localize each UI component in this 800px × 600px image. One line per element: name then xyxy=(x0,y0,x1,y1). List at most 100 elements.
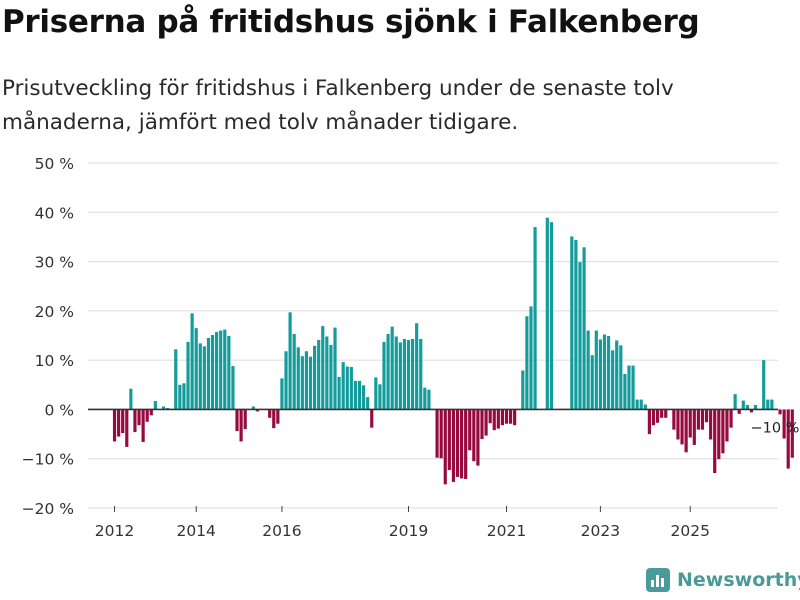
bar xyxy=(117,409,121,437)
x-tick-label: 2016 xyxy=(262,522,301,540)
bar xyxy=(672,409,676,430)
bar xyxy=(611,350,615,410)
bar xyxy=(545,217,549,410)
y-tick-label: 40 % xyxy=(35,204,74,222)
bar xyxy=(574,239,578,410)
bar xyxy=(725,409,729,442)
x-tick-label: 2012 xyxy=(95,522,134,540)
bar xyxy=(419,338,423,410)
bar xyxy=(582,247,586,410)
bar xyxy=(696,409,700,430)
bar xyxy=(390,326,394,410)
bar xyxy=(194,328,198,410)
bar xyxy=(717,409,721,460)
bar xyxy=(361,385,366,410)
bar xyxy=(484,409,488,436)
bar xyxy=(300,356,304,410)
bar xyxy=(239,409,243,442)
y-tick-label: 30 % xyxy=(35,254,74,272)
y-tick-label: 10 % xyxy=(35,352,74,370)
bar xyxy=(443,409,447,485)
chart-subtitle: Prisutveckling för fritidshus i Falkenbe… xyxy=(2,76,674,135)
y-tick-label: −20 % xyxy=(22,500,74,518)
bar xyxy=(227,335,231,410)
bar xyxy=(317,339,321,410)
bar xyxy=(451,409,456,482)
brand-name: Newsworthy xyxy=(677,569,800,591)
bar xyxy=(357,380,362,410)
bar xyxy=(190,313,194,410)
bar xyxy=(578,262,582,410)
bar xyxy=(439,409,443,459)
newsworthy-logo: Newsworthy xyxy=(646,568,800,592)
bar xyxy=(378,384,382,410)
bar xyxy=(145,409,149,422)
bar xyxy=(639,399,643,410)
bar xyxy=(284,351,288,410)
bar xyxy=(321,326,325,410)
bar xyxy=(778,409,782,415)
bar xyxy=(129,388,133,410)
bar xyxy=(700,409,705,430)
bar xyxy=(292,334,296,410)
bar xyxy=(435,409,439,458)
y-tick-label: −10 % xyxy=(22,451,74,469)
bar xyxy=(210,335,215,410)
bar-chart-logo-icon xyxy=(646,568,670,592)
bar xyxy=(125,409,129,447)
bar xyxy=(353,380,358,410)
bar xyxy=(745,404,749,410)
bar xyxy=(141,409,145,442)
bar xyxy=(308,356,313,410)
bar xyxy=(713,409,717,474)
bar xyxy=(410,338,415,410)
bar xyxy=(790,409,794,458)
bar xyxy=(112,409,117,442)
bar xyxy=(345,366,349,410)
y-axis-tick-labels: −20 % −10 % 0 % 10 % 20 % 30 % 40 % 50 % xyxy=(22,155,74,518)
bar xyxy=(349,367,353,410)
bar xyxy=(161,406,166,410)
bar xyxy=(606,335,611,410)
bar xyxy=(464,409,468,479)
bar xyxy=(513,409,517,426)
bar xyxy=(198,343,202,410)
bar xyxy=(500,409,505,426)
bar xyxy=(570,236,574,410)
bar xyxy=(786,409,790,469)
x-axis-ticks: 2012 2014 2016 2019 2021 2023 2025 xyxy=(95,506,710,540)
bar xyxy=(651,409,656,426)
x-tick-label: 2025 xyxy=(670,522,709,540)
bar xyxy=(313,345,317,410)
bar xyxy=(684,409,688,453)
bar xyxy=(729,409,733,428)
bar xyxy=(688,409,692,438)
bar xyxy=(594,330,598,410)
bar xyxy=(337,376,341,410)
bar xyxy=(737,409,741,414)
bar xyxy=(231,366,235,410)
bar xyxy=(472,409,476,462)
bar xyxy=(476,409,480,466)
bar xyxy=(366,397,370,410)
bar xyxy=(202,346,206,410)
annotations: −10 % xyxy=(750,420,799,436)
bar xyxy=(480,409,484,439)
bar xyxy=(749,409,754,413)
bar xyxy=(643,404,647,410)
bar xyxy=(206,337,211,410)
bar xyxy=(598,339,602,410)
bar xyxy=(394,336,398,410)
bar xyxy=(382,341,386,410)
y-tick-label: 0 % xyxy=(44,401,74,419)
bar xyxy=(459,409,464,479)
bar xyxy=(549,222,553,410)
bar xyxy=(496,409,500,429)
bar xyxy=(623,373,627,410)
bar xyxy=(533,227,537,410)
bar xyxy=(664,409,668,418)
y-tick-label: 20 % xyxy=(35,303,74,321)
bar xyxy=(423,387,427,410)
bar xyxy=(692,409,696,445)
